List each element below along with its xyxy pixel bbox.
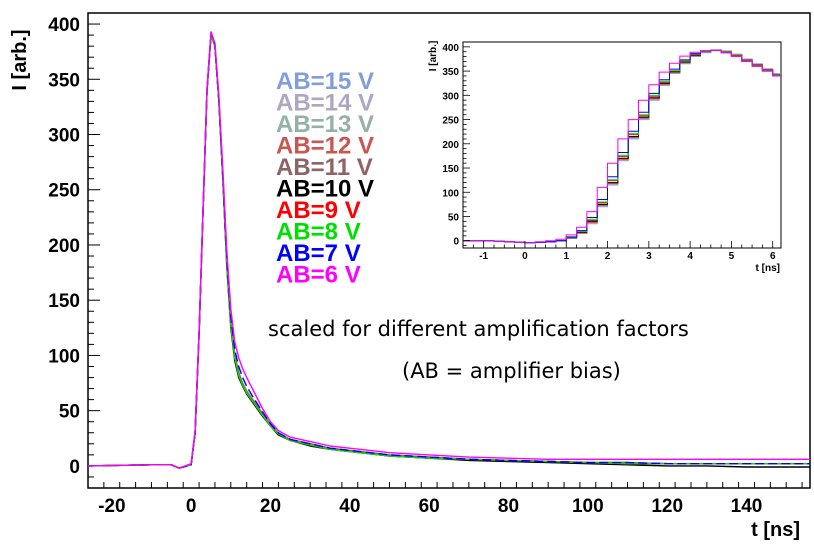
inset-x-tick-label: 3 (646, 251, 652, 262)
x-tick-label: 120 (651, 496, 683, 517)
inset-x-tick-label: 1 (563, 251, 569, 262)
inset-y-tick-label: 200 (442, 140, 459, 151)
x-tick-label: 60 (419, 496, 440, 517)
inset-x-tick-label: 0 (522, 251, 528, 262)
x-tick-label: 0 (186, 496, 197, 517)
legend-entry-ab-13-v: AB=13 V (276, 111, 374, 138)
inset-y-tick-label: 100 (442, 188, 459, 199)
inset-y-tick-label: 250 (442, 116, 459, 127)
legend-entry-ab-10-v: AB=10 V (276, 176, 374, 203)
y-tick-label: 50 (59, 402, 80, 423)
inset-y-tick-label: 50 (448, 212, 460, 223)
y-tick-label: 0 (69, 457, 80, 478)
legend-entry-ab-12-v: AB=12 V (276, 133, 374, 160)
annotation-scaled-note: scaled for different amplification facto… (268, 317, 689, 341)
inset-tick-labels: -1 0 1 2 3 4 5 6 0 50 100 150 200 250 300 350 400 (442, 43, 776, 262)
annotation-bias-note: (AB = amplifier bias) (402, 359, 621, 383)
inset-x-tick-label: 5 (729, 251, 735, 262)
legend: AB=15 VAB=14 VAB=13 VAB=12 VAB=11 VAB=10… (276, 68, 374, 289)
main-plot-frame (87, 12, 811, 489)
inset-y-axis-title: I [arb.] (428, 41, 439, 72)
legend-entry-ab-7-v: AB=7 V (276, 240, 361, 267)
inset-x-tick-label: 6 (770, 251, 776, 262)
main-plot: -20 0 20 40 60 80 100 120 1400501001502002503003… (9, 12, 811, 541)
x-tick-label: -20 (98, 496, 125, 517)
legend-entry-ab-8-v: AB=8 V (276, 219, 361, 246)
legend-entry-ab-11-v: AB=11 V (276, 154, 373, 181)
series-line-ab-6-v (87, 31, 810, 469)
x-tick-label: 20 (260, 496, 281, 517)
inset-x-axis-title: t [ns] (756, 263, 780, 274)
legend-entry-ab-9-v: AB=9 V (276, 197, 361, 224)
y-tick-label: 400 (48, 15, 80, 36)
inset-y-tick-label: 400 (442, 43, 459, 54)
y-tick-label: 350 (48, 70, 80, 91)
main-axis-ticks (87, 12, 803, 488)
x-axis-title: t [ns] (751, 519, 800, 541)
legend-entry-ab-15-v: AB=15 V (276, 68, 374, 95)
x-tick-label: 140 (731, 496, 763, 517)
y-tick-label: 200 (48, 236, 80, 257)
y-tick-label: 300 (48, 126, 80, 147)
inset-y-tick-label: 0 (453, 237, 459, 248)
inset-x-tick-label: -1 (479, 251, 488, 262)
legend-entry-ab-14-v: AB=14 V (276, 90, 374, 117)
main-tick-labels: -20 0 20 40 60 80 100 120 1400501001502002503003… (48, 15, 762, 517)
inset-plot-frame (462, 41, 782, 249)
inset-axis-ticks (462, 41, 774, 248)
main-series-group (87, 31, 810, 469)
y-tick-label: 150 (48, 291, 80, 312)
inset-y-tick-label: 300 (442, 91, 459, 102)
inset-x-tick-label: 4 (687, 251, 693, 262)
inset-plot: -1 0 1 2 3 4 5 6 0 50 100 150 200 250 300 350 400 I [arb… (428, 41, 782, 274)
inset-y-tick-label: 150 (442, 164, 459, 175)
legend-entry-ab-6-v: AB=6 V (276, 262, 361, 289)
inset-y-tick-label: 350 (442, 67, 459, 78)
x-tick-label: 80 (498, 496, 519, 517)
inset-x-tick-label: 2 (605, 251, 611, 262)
y-axis-title: I [arb.] (9, 29, 31, 90)
x-tick-label: 100 (572, 496, 604, 517)
y-tick-label: 100 (48, 346, 80, 367)
y-tick-label: 250 (48, 181, 80, 202)
x-tick-label: 40 (339, 496, 360, 517)
series-line-ab-7-v (87, 32, 810, 469)
